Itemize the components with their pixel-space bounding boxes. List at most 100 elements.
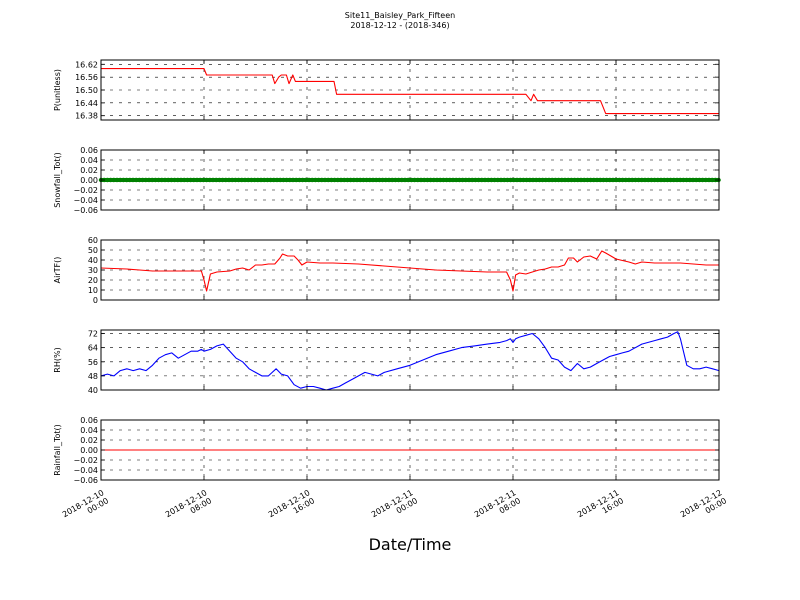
x-axis-label: Date/Time [369, 535, 452, 554]
data-point [326, 177, 331, 183]
data-point [521, 177, 526, 183]
data-point [710, 177, 715, 183]
y-tick-label: 30 [88, 266, 98, 275]
data-point [470, 177, 475, 183]
data-point [230, 177, 235, 183]
data-point [303, 177, 308, 183]
data-point [156, 177, 161, 183]
data-point [348, 177, 353, 183]
data-point [684, 177, 689, 183]
y-tick-label: 16.44 [75, 99, 98, 108]
data-point [191, 177, 196, 183]
data-point [223, 177, 228, 183]
data-point [374, 177, 379, 183]
data-point [700, 177, 705, 183]
data-point [204, 177, 209, 183]
data-point [364, 177, 369, 183]
data-point [489, 177, 494, 183]
data-point [524, 177, 529, 183]
data-point [159, 177, 164, 183]
data-point [460, 177, 465, 183]
data-point [118, 177, 123, 183]
y-tick-label: 16.50 [75, 86, 98, 95]
data-point [425, 177, 430, 183]
data-point [361, 177, 366, 183]
y-tick-label: −0.02 [73, 456, 98, 465]
y-tick-label: 20 [88, 276, 98, 285]
y-axis-label: AirTF() [53, 257, 62, 284]
data-point [492, 177, 497, 183]
data-point [553, 177, 558, 183]
data-point [473, 177, 478, 183]
chart-subtitle: 2018-12-12 - (2018-346) [350, 21, 450, 30]
y-axis-label: Snowfall_Tot() [53, 152, 62, 208]
data-point [252, 177, 257, 183]
data-point [454, 177, 459, 183]
data-point [268, 177, 273, 183]
y-tick-label: 0 [93, 296, 98, 305]
data-point [137, 177, 142, 183]
data-point [175, 177, 180, 183]
data-point [380, 177, 385, 183]
data-point [242, 177, 248, 183]
data-point [505, 177, 510, 183]
data-point [262, 177, 267, 183]
data-point [658, 177, 664, 183]
data-point [185, 177, 190, 183]
data-point [662, 177, 667, 183]
y-tick-label: 0.06 [80, 416, 98, 425]
data-point [450, 177, 456, 183]
y-axis-label: Rainfall_Tot() [53, 424, 62, 476]
data-point [671, 177, 676, 183]
y-tick-label: 16.62 [75, 60, 98, 69]
y-tick-label: 0.04 [80, 426, 98, 435]
data-point [668, 177, 673, 183]
data-point [306, 177, 312, 183]
y-tick-label: 40 [88, 256, 98, 265]
data-point [393, 177, 398, 183]
data-point [511, 177, 516, 183]
chart-title: Site11_Baisley_Park_Fifteen [344, 11, 456, 20]
data-point [188, 177, 193, 183]
data-point [486, 177, 491, 183]
data-point [402, 177, 408, 183]
data-point [290, 177, 296, 183]
series-line [100, 250, 719, 292]
y-tick-label: −0.02 [73, 186, 98, 195]
data-point [150, 177, 155, 183]
y-tick-label: 0.00 [80, 176, 98, 185]
data-point [518, 177, 523, 183]
data-point [655, 177, 660, 183]
data-point [114, 177, 120, 183]
data-point [604, 177, 609, 183]
data-point [239, 177, 244, 183]
y-tick-label: 0.02 [80, 436, 98, 445]
y-tick-label: 0.06 [80, 146, 98, 155]
data-point [681, 177, 686, 183]
data-point [633, 177, 638, 183]
y-tick-label: 48 [88, 372, 98, 381]
y-tick-label: 64 [88, 344, 98, 353]
data-point [406, 177, 411, 183]
data-point [556, 177, 561, 183]
data-point [636, 177, 641, 183]
data-point [399, 177, 404, 183]
data-point [508, 177, 513, 183]
data-point [377, 177, 382, 183]
subplot-2: −0.06−0.04−0.020.000.020.040.06 Snowfall_… [53, 146, 721, 215]
data-point [214, 177, 219, 183]
data-point [550, 177, 555, 183]
subplot-4: 40 48 56 64 72 RH(%) [53, 329, 720, 395]
data-point [201, 177, 206, 183]
data-point [207, 177, 212, 183]
data-point [546, 177, 552, 183]
data-point [345, 177, 350, 183]
data-point [390, 177, 395, 183]
data-point [383, 177, 388, 183]
data-point [646, 177, 651, 183]
data-point [447, 177, 452, 183]
y-tick-label: 0.02 [80, 166, 98, 175]
y-axis-label: P(unitless) [53, 69, 62, 111]
